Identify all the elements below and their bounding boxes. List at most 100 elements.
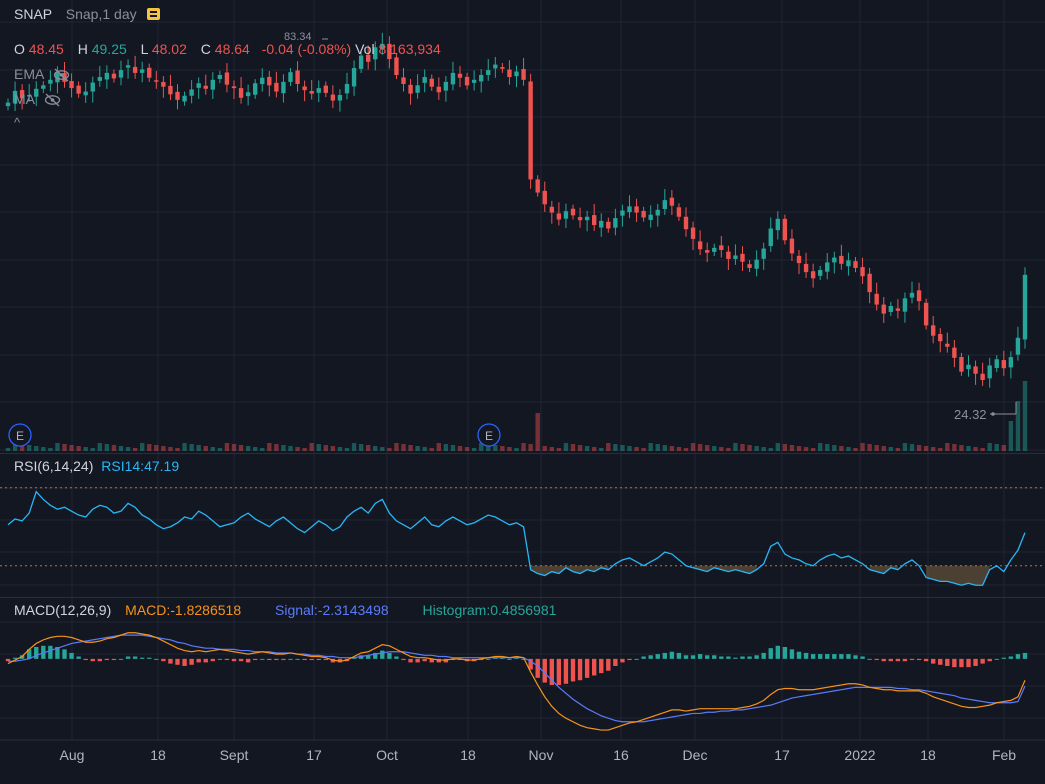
macd-histogram-bar xyxy=(5,658,11,662)
candle-body xyxy=(1008,357,1014,368)
candle-body xyxy=(888,305,894,312)
low-value: 48.02 xyxy=(151,41,187,57)
macd-histogram-bar xyxy=(1015,654,1021,659)
candle-body xyxy=(139,69,145,73)
volume-bar xyxy=(19,444,25,451)
macd-histogram-bar xyxy=(754,655,759,659)
macd-histogram-bar xyxy=(923,658,929,662)
macd-histogram-bar xyxy=(365,655,371,659)
volume-bar xyxy=(330,446,336,451)
grid-lines xyxy=(0,0,1045,741)
candle-body xyxy=(690,227,696,239)
interval-label[interactable]: Snap,1 day xyxy=(65,6,137,22)
candle-body xyxy=(514,71,519,77)
price-candles[interactable] xyxy=(5,32,1028,388)
macd-histogram-bar xyxy=(655,654,660,659)
rsi-pane[interactable] xyxy=(0,487,1045,586)
candle-body xyxy=(641,210,646,218)
volume-bar xyxy=(55,443,60,451)
volume-bar xyxy=(655,444,660,451)
macd-title[interactable]: MACD(12,26,9) xyxy=(14,602,112,618)
macd-histogram-bar xyxy=(796,651,802,659)
candle-body xyxy=(591,215,597,226)
volume-bar xyxy=(125,447,131,451)
volume-bar xyxy=(754,446,759,451)
macd-histogram-bar xyxy=(422,658,427,662)
macd-histogram-bar xyxy=(373,652,378,659)
eye-hidden-icon[interactable] xyxy=(44,93,61,107)
candle-body xyxy=(789,238,795,254)
volume-bar xyxy=(118,446,124,451)
candle-body xyxy=(676,207,682,217)
volume-bar xyxy=(97,443,103,451)
volume-bar xyxy=(26,445,32,451)
candle-body xyxy=(521,69,526,80)
volume-bar xyxy=(895,448,901,451)
macd-line xyxy=(7,632,1026,731)
macd-histogram-bar xyxy=(973,658,978,666)
volume-bar xyxy=(203,446,208,451)
macd-histogram-bar xyxy=(401,658,406,661)
volume-bar xyxy=(768,448,773,451)
macd-histogram-bar xyxy=(1008,656,1014,659)
macd-histogram-bar xyxy=(302,658,307,661)
volume-bar xyxy=(867,444,872,451)
candle-body xyxy=(464,76,470,86)
candle-body xyxy=(853,261,858,268)
candle-body xyxy=(55,72,60,83)
volume-bar xyxy=(210,447,216,451)
candle-body xyxy=(556,213,562,220)
candle-body xyxy=(408,84,413,94)
volume-bar xyxy=(238,445,244,451)
eye-hidden-icon[interactable] xyxy=(53,68,70,82)
candle-body xyxy=(535,179,540,193)
candle-body xyxy=(422,77,427,83)
notes-icon[interactable] xyxy=(146,8,160,20)
indicator-ma[interactable]: MA xyxy=(14,91,61,107)
volume-bar xyxy=(577,445,583,451)
candle-body xyxy=(782,218,788,241)
pane-separator-rsi[interactable] xyxy=(0,453,1045,454)
macd-histogram-bar xyxy=(147,657,152,659)
volume-bar xyxy=(938,448,943,451)
macd-histogram-bar xyxy=(867,658,872,660)
macd-histogram-bar xyxy=(429,658,434,663)
macd-histogram-bar xyxy=(761,652,766,659)
collapse-legend-button[interactable]: ^ xyxy=(14,115,21,130)
change-value: -0.04 (-0.08%) xyxy=(261,41,352,57)
candle-body xyxy=(740,253,745,262)
rsi-title[interactable]: RSI(6,14,24) xyxy=(14,458,94,474)
macd-histogram-bar xyxy=(895,658,901,662)
x-axis-tick-label: 2022 xyxy=(844,747,876,763)
macd-histogram-bar xyxy=(987,658,992,662)
volume-bar xyxy=(161,446,166,451)
high-value: 49.25 xyxy=(91,41,127,57)
candle-body xyxy=(330,94,336,101)
symbol-name[interactable]: SNAP xyxy=(14,6,52,22)
volume-bar xyxy=(373,446,378,451)
macd-histogram-bar xyxy=(584,658,590,678)
macd-pane[interactable] xyxy=(5,632,1028,731)
histogram-value: Histogram:0.4856981 xyxy=(422,602,557,618)
candle-body xyxy=(238,88,244,98)
volume-bar xyxy=(231,444,237,451)
volume-bar xyxy=(549,447,555,451)
macd-histogram-bar xyxy=(281,658,286,661)
pane-separator-macd[interactable] xyxy=(0,597,1045,598)
volume-bar xyxy=(712,446,717,451)
volume-bar xyxy=(690,443,696,451)
rsi-line xyxy=(7,490,1026,586)
volume-bar xyxy=(853,448,858,451)
indicator-ema[interactable]: EMA xyxy=(14,66,70,82)
x-axis-tick-label: Oct xyxy=(376,747,398,763)
volume-bar xyxy=(154,445,159,451)
candle-body xyxy=(945,343,950,347)
candle-body xyxy=(323,85,329,93)
volume-bar xyxy=(493,445,498,451)
macd-histogram-bar xyxy=(938,658,943,665)
volume-bar xyxy=(1015,401,1021,451)
volume-bar xyxy=(923,446,929,451)
candle-body xyxy=(697,241,703,250)
